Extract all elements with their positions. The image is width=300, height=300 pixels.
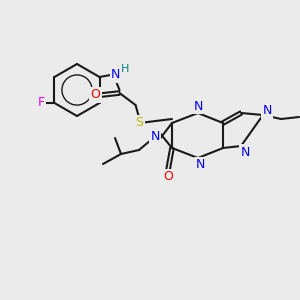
Text: N: N <box>262 104 272 118</box>
Text: O: O <box>91 88 100 101</box>
Text: N: N <box>193 100 203 112</box>
Text: F: F <box>38 97 45 110</box>
Text: N: N <box>240 146 250 158</box>
Text: N: N <box>195 158 205 172</box>
Text: O: O <box>163 170 173 184</box>
Text: N: N <box>150 130 160 142</box>
Text: N: N <box>111 68 120 82</box>
Text: S: S <box>136 116 143 130</box>
Text: H: H <box>121 64 130 74</box>
